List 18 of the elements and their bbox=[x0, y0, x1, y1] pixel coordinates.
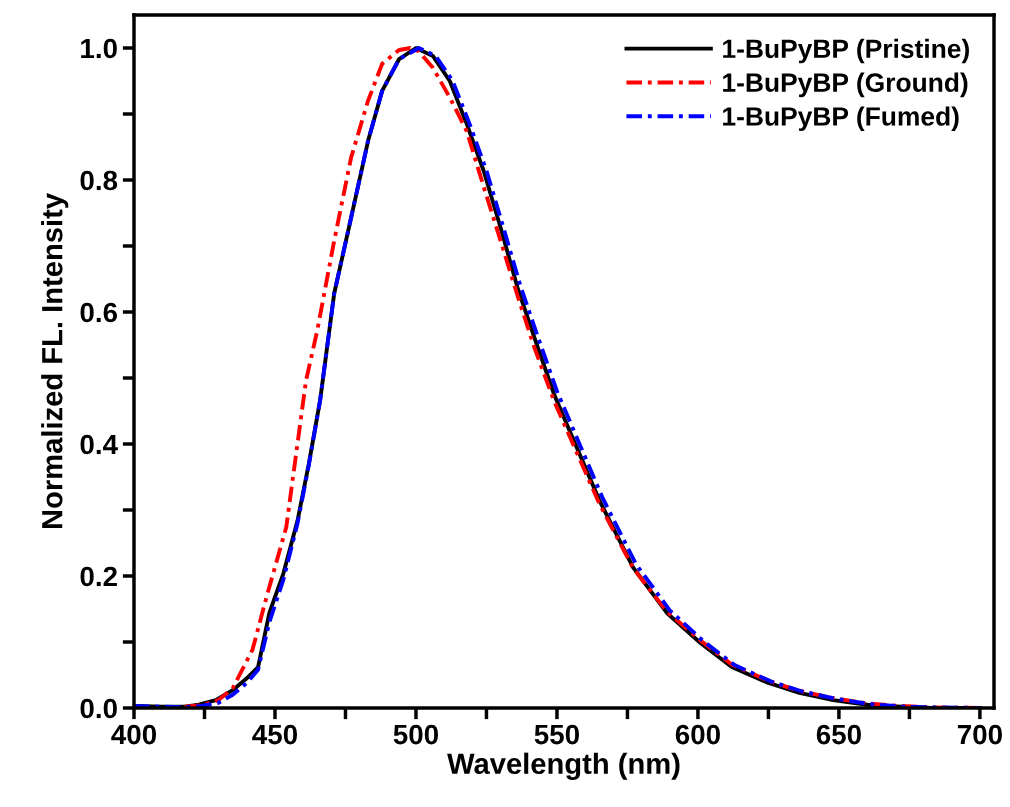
y-tick-label: 0.4 bbox=[80, 434, 118, 455]
x-tick-label: 650 bbox=[816, 724, 861, 745]
y-tick-label: 0.8 bbox=[80, 170, 118, 191]
x-tick-label: 400 bbox=[111, 724, 157, 745]
x-axis-title: Wavelength (nm) bbox=[447, 752, 680, 780]
legend-label: 1-BuPyBP (Fumed) bbox=[723, 106, 959, 132]
x-tick-label: 550 bbox=[534, 724, 579, 745]
x-tick-label: 500 bbox=[393, 724, 438, 745]
legend-label: 1-BuPyBP (Pristine) bbox=[723, 38, 969, 64]
x-tick-label: 700 bbox=[957, 724, 1002, 745]
x-tick-label: 600 bbox=[675, 724, 720, 745]
y-tick-label: 0.0 bbox=[80, 698, 117, 719]
y-axis-title: Normalized FL. Intensity bbox=[41, 193, 69, 529]
y-tick-label: 1.0 bbox=[81, 38, 117, 59]
legend-label: 1-BuPyBP (Ground) bbox=[723, 72, 968, 98]
x-tick-label: 450 bbox=[252, 724, 298, 745]
y-tick-label: 0.6 bbox=[80, 302, 118, 323]
y-tick-label: 0.2 bbox=[80, 566, 117, 587]
